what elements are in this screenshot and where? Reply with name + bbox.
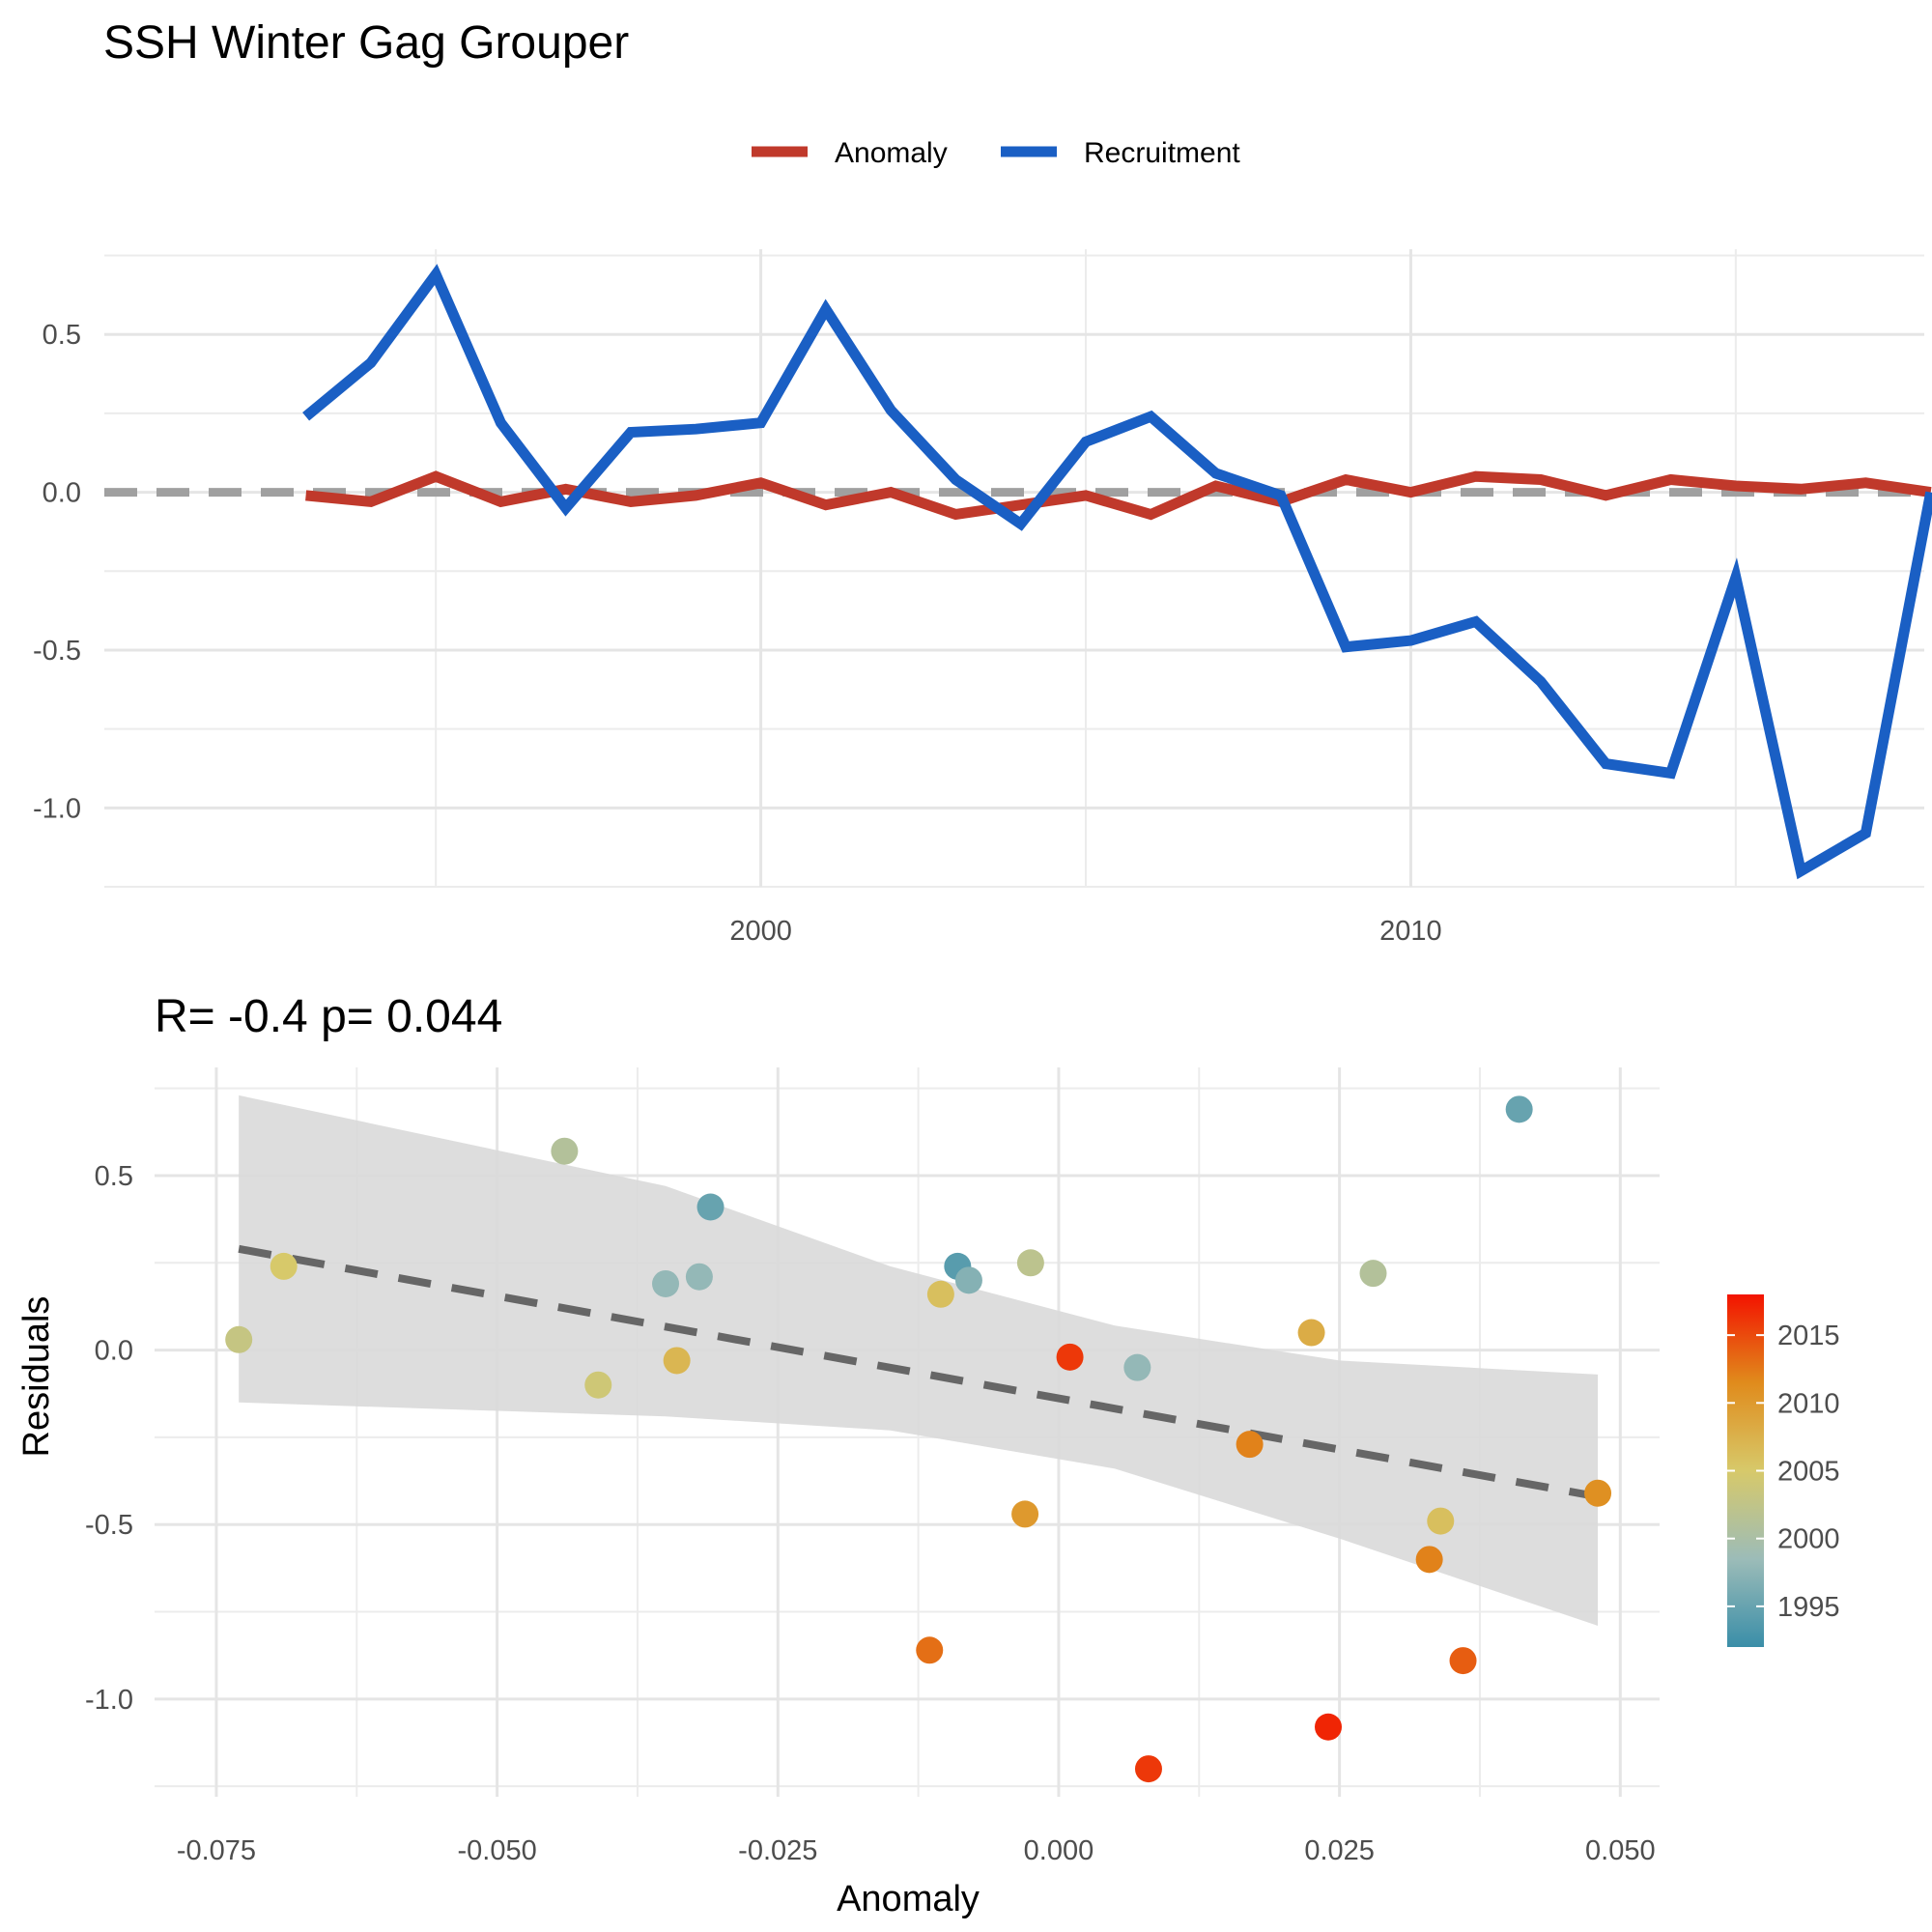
legend-label-recruitment: Recruitment	[1084, 137, 1240, 169]
colorbar-ticks: 1995 2000 2005 2010 2015	[1727, 1321, 1840, 1623]
confidence-ribbon	[239, 1094, 1599, 1626]
year-colorbar: 1995 2000 2005 2010 2015	[1727, 1294, 1840, 1647]
top-line-chart: Anomaly Recruitment 0.50.0-0.5-1.0 2000 20…	[33, 137, 1932, 947]
bottom-x-tick-label: 0.050	[1585, 1835, 1656, 1866]
scatter-point	[1505, 1095, 1533, 1123]
bottom-y-tick-label: -1.0	[85, 1685, 133, 1716]
scatter-point	[1427, 1507, 1455, 1535]
bottom-y-tick-label: 0.0	[95, 1336, 133, 1367]
scatter-point	[584, 1371, 612, 1399]
bottom-scatter-chart: R= -0.4 p= 0.044 0.50.0-0.5-1.0 -0.075 -0…	[16, 991, 1840, 1919]
top-y-tick-label: -0.5	[33, 636, 81, 667]
top-legend: Anomaly Recruitment	[752, 137, 1240, 169]
scatter-point	[696, 1193, 724, 1221]
top-x-tick-label: 2010	[1379, 916, 1442, 947]
scatter-point	[1359, 1260, 1387, 1288]
scatter-point	[663, 1347, 691, 1375]
scatter-point	[926, 1280, 954, 1308]
colorbar-tick-label: 2015	[1777, 1321, 1840, 1351]
bottom-x-tick-label: 0.000	[1024, 1835, 1094, 1866]
scatter-point	[1584, 1479, 1612, 1507]
colorbar-tick-label: 2005	[1777, 1457, 1840, 1488]
x-axis-title: Anomaly	[837, 1879, 980, 1919]
scatter-point	[652, 1269, 680, 1297]
regression-fit-line	[238, 1244, 1599, 1501]
scatter-point	[551, 1137, 579, 1165]
top-grid	[104, 249, 1924, 888]
scatter-point	[1011, 1500, 1039, 1528]
scatter-point	[916, 1636, 944, 1664]
scatter-point	[1315, 1713, 1343, 1741]
colorbar-tick-label: 1995	[1777, 1592, 1840, 1623]
bottom-x-tick-labels: -0.075 -0.050 -0.025 0.000 0.025 0.050	[177, 1835, 1656, 1866]
colorbar-tick-label: 2010	[1777, 1388, 1840, 1419]
scatter-point	[1297, 1319, 1325, 1347]
bottom-x-tick-label: -0.050	[458, 1835, 537, 1866]
top-y-tick-label: 0.0	[43, 478, 81, 509]
scatter-point	[1123, 1353, 1151, 1381]
y-axis-title: Residuals	[16, 1296, 57, 1458]
scatter-point	[1016, 1249, 1044, 1277]
scatter-point	[270, 1252, 298, 1280]
bottom-x-tick-label: -0.075	[177, 1835, 256, 1866]
legend-label-anomaly: Anomaly	[835, 137, 948, 169]
scatter-point	[685, 1263, 713, 1291]
scatter-point	[1134, 1755, 1162, 1783]
fit-line-group	[238, 1244, 1599, 1501]
scatter-point	[954, 1266, 982, 1294]
bottom-y-tick-label: -0.5	[85, 1510, 133, 1541]
top-series	[302, 264, 1932, 880]
top-x-tick-label: 2000	[729, 916, 792, 947]
top-y-tick-labels: 0.5 0.0 -0.5 -1.0	[33, 320, 81, 824]
top-y-tick-label: -1.0	[33, 793, 81, 824]
top-y-tick-label: 0.5	[43, 320, 81, 351]
series-line-recruitment	[302, 264, 1932, 880]
bottom-x-tick-label: 0.025	[1304, 1835, 1375, 1866]
bottom-y-tick-labels: 0.5 0.0 -0.5 -1.0	[85, 1161, 133, 1716]
chart-title: SSH Winter Gag Grouper	[103, 17, 629, 69]
scatter-point	[1056, 1343, 1084, 1371]
scatter-points	[225, 1095, 1612, 1783]
colorbar-tick-label: 2000	[1777, 1524, 1840, 1555]
scatter-point	[1449, 1647, 1477, 1675]
top-x-tick-labels: 2000 2010	[729, 916, 1441, 947]
bottom-y-tick-label: 0.5	[95, 1161, 133, 1192]
scatter-point	[1415, 1546, 1443, 1574]
bottom-x-tick-label: -0.025	[738, 1835, 817, 1866]
scatter-point	[225, 1325, 253, 1353]
scatter-point	[1236, 1431, 1264, 1459]
scatter-title: R= -0.4 p= 0.044	[155, 991, 502, 1042]
confidence-ribbon-group	[239, 1094, 1599, 1626]
